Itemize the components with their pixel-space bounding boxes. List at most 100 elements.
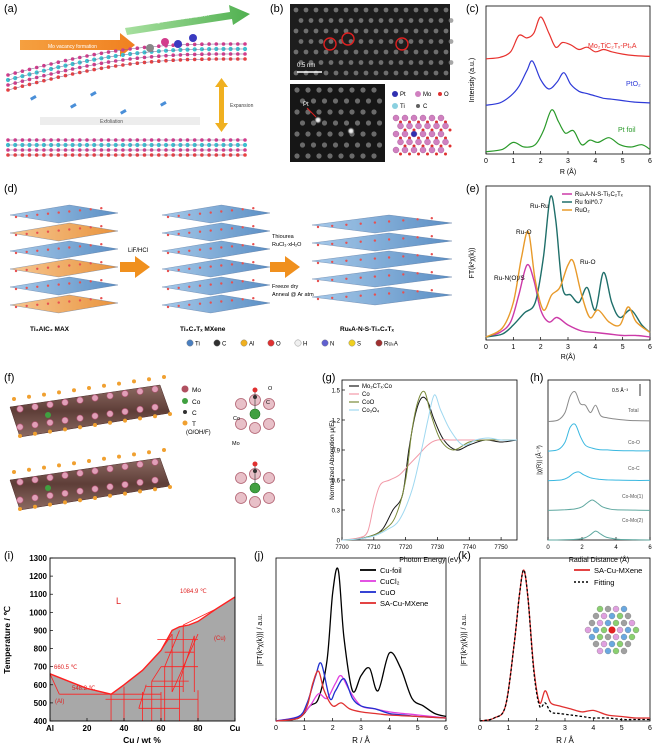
i-ylabel: Temperature / ℃: [2, 606, 12, 674]
model-atom: [406, 122, 413, 130]
sim-atom: [299, 120, 306, 126]
y-tick-label: 1.5: [332, 389, 341, 395]
lattice-atom: [113, 64, 118, 68]
t-atom: [87, 386, 91, 390]
lattice-atom: [163, 48, 169, 53]
lattice-atom: [243, 42, 247, 46]
f-motif-o: O: [268, 386, 273, 392]
mo-atom: [16, 478, 24, 486]
chart-g: 7700 7710 7720 7730 7740 7750 0 0.3 0.6 0.9 1.2 1.5: [332, 389, 518, 551]
lattice-atom: [228, 138, 233, 142]
i-al: (Al): [55, 699, 64, 705]
model-o-atom: [439, 144, 443, 148]
d-legend-dot: [321, 339, 329, 347]
lattice-atom: [157, 54, 161, 58]
lattice-atom: [121, 148, 125, 152]
sim-atom: [332, 98, 339, 104]
intercalant: [160, 101, 167, 107]
lattice-atom: [185, 148, 190, 152]
stack-atom: [220, 210, 223, 213]
stack-atom: [57, 229, 60, 232]
model-o-atom: [430, 144, 434, 148]
series-line: [341, 396, 518, 541]
lattice-atom: [185, 153, 190, 157]
haadf-atom: [328, 39, 334, 44]
stack-atom: [78, 227, 82, 230]
x-tick-label: 0: [484, 344, 488, 351]
haadf-atom: [323, 49, 329, 55]
lattice-atom: [192, 148, 197, 152]
t-atom: [102, 383, 106, 388]
lattice-atom: [27, 153, 32, 157]
stack-atom: [46, 248, 50, 251]
model-atom: [419, 146, 427, 154]
haadf-atom: [433, 49, 439, 55]
c-legend-series2: PtO₂: [626, 81, 641, 88]
stack-atom: [209, 283, 212, 286]
lattice-atom: [185, 42, 190, 47]
x-tick-label: 2: [535, 725, 539, 732]
lattice-atom: [106, 153, 111, 157]
stack-atom: [373, 293, 377, 296]
panel-label-j: (j): [254, 550, 264, 562]
sim-atom: [338, 131, 344, 137]
stack-atom: [57, 211, 60, 214]
motif-mo: [235, 472, 247, 484]
stack-atom: [14, 305, 18, 309]
lattice-atom: [235, 142, 240, 148]
highlight-circle: [323, 37, 337, 51]
lattice-atom: [27, 77, 32, 82]
haadf-atom: [373, 7, 379, 13]
haadf-atom: [353, 70, 359, 76]
inset-atom: [624, 640, 632, 648]
lattice-atom: [236, 52, 240, 56]
x-tick-label: 1: [511, 158, 515, 165]
k-ylabel: |FT(k³χ(k))| / a.u.: [461, 614, 468, 666]
stack-atom: [373, 221, 377, 224]
lattice-atom: [164, 53, 168, 58]
stack-atom: [230, 281, 234, 284]
inset-atom: [588, 619, 596, 627]
t-atom: [18, 434, 22, 438]
stack-atom: [220, 228, 223, 231]
lattice-atom: [113, 138, 118, 142]
sim-atom: [294, 131, 300, 137]
sim-atom: [371, 87, 377, 93]
co-atom: [45, 485, 51, 491]
x-tick-label: 0: [274, 725, 278, 732]
stack-atom: [166, 215, 170, 219]
lattice-atom: [121, 48, 125, 52]
t-atom: [162, 448, 166, 452]
y-tick-label: 0.3: [332, 509, 341, 515]
motif-co: [249, 408, 261, 420]
motif-mo: [249, 496, 261, 508]
haadf-atom: [398, 18, 404, 23]
model-atom: [401, 114, 409, 122]
lattice-atom: [228, 142, 233, 148]
lattice-atom: [157, 44, 161, 48]
mo-atom: [31, 421, 39, 429]
lattice-atom: [49, 66, 54, 72]
sim-atom: [305, 87, 311, 93]
model-atom: [392, 114, 400, 122]
panel-b: (b) 0.5 nm Pt Pt Mo O Ti C: [270, 3, 454, 162]
e-legend-label3: RuO₂: [575, 208, 590, 214]
lattice-atom: [42, 78, 46, 83]
e-ylabel: FT(k²χ(k)): [469, 248, 476, 279]
d-legend-label: O: [276, 342, 281, 348]
t-atom: [63, 427, 67, 432]
inset-cu-atom: [608, 626, 616, 634]
stack-atom: [241, 226, 244, 229]
t-atom: [27, 467, 31, 472]
haadf-atom: [443, 70, 449, 76]
lattice-atom: [192, 142, 197, 148]
model-atom: [397, 138, 404, 146]
mo-atom: [151, 385, 159, 393]
lattice-atom: [6, 88, 10, 92]
model-atom: [401, 146, 409, 154]
mo-atom: [151, 403, 159, 411]
motif-c: [253, 469, 257, 473]
coordination-motif-bottom: [235, 461, 275, 508]
f-legend-co-dot: [182, 398, 188, 404]
mo-atom: [16, 405, 24, 413]
